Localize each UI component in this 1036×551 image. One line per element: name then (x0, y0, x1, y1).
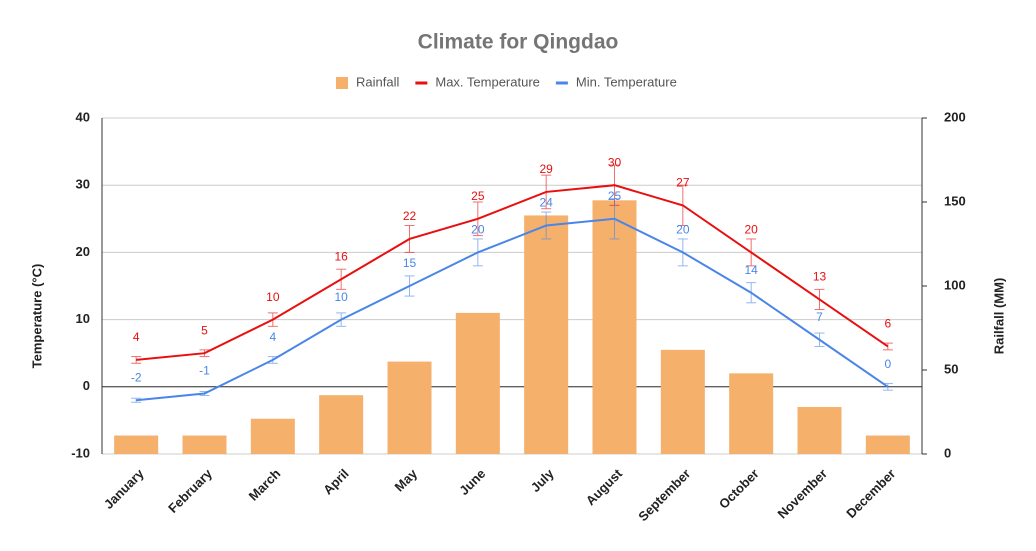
x-tick-label: January (101, 465, 147, 511)
error-bar (336, 268, 347, 290)
chart-title: Climate for Qingdao (418, 31, 619, 54)
data-label: -2 (131, 370, 142, 384)
x-tick-label: October (716, 466, 762, 512)
error-bar (746, 238, 757, 267)
bar (660, 349, 705, 454)
x-tick-label: April (320, 466, 352, 498)
data-label: 24 (539, 196, 553, 210)
error-bar (541, 174, 552, 210)
error-bar (882, 382, 893, 391)
x-tick-label: November (774, 466, 830, 522)
bar (250, 418, 295, 454)
data-label: 20 (471, 223, 485, 237)
data-label: 29 (539, 162, 553, 176)
y2-tick-label: 200 (944, 109, 966, 124)
error-bar (404, 225, 415, 253)
legend-label: Min. Temperature (576, 74, 677, 89)
y-tick-label: -10 (71, 445, 90, 460)
error-bar (267, 356, 278, 364)
bar (114, 435, 159, 454)
x-tick-label: December (843, 466, 898, 521)
error-bar (541, 211, 552, 240)
bar (524, 215, 569, 454)
error-bar (131, 397, 142, 403)
line (136, 184, 889, 361)
data-label: 15 (403, 256, 417, 270)
error-bar (677, 238, 688, 267)
y2-tick-label: 150 (944, 193, 966, 208)
data-label: -1 (199, 364, 210, 378)
y2-axis-label: Railfall (MM) (991, 278, 1006, 355)
x-tick-label: March (246, 466, 284, 504)
x-tick-label: June (456, 466, 488, 498)
error-bar (882, 342, 893, 351)
data-label: 22 (403, 209, 417, 223)
bar (319, 395, 364, 454)
data-label: 16 (334, 249, 348, 263)
bar (729, 373, 774, 454)
data-label: 0 (884, 357, 891, 371)
error-bar (814, 288, 825, 311)
error-bar (131, 356, 142, 364)
error-bar (404, 275, 415, 297)
bar (865, 435, 910, 454)
data-label: 30 (608, 155, 622, 169)
error-bar (199, 349, 210, 358)
error-bar (746, 282, 757, 304)
data-label: 10 (334, 290, 348, 304)
data-label: 6 (884, 317, 891, 331)
y-tick-label: 0 (83, 378, 90, 393)
x-tick-label: July (528, 465, 558, 495)
data-label: 4 (269, 330, 276, 344)
bar (387, 361, 432, 454)
error-bar (267, 312, 278, 327)
error-bar (677, 184, 688, 227)
x-tick-label: May (392, 465, 421, 494)
data-label: 20 (744, 223, 758, 237)
error-bar (814, 332, 825, 347)
y-tick-label: 30 (76, 177, 90, 192)
bar (797, 406, 842, 454)
bar (182, 435, 227, 454)
error-bar (472, 201, 483, 237)
data-label: 25 (608, 189, 622, 203)
data-label: 10 (266, 290, 280, 304)
data-label: 20 (676, 223, 690, 237)
error-bar (609, 198, 620, 240)
data-label: 4 (133, 330, 140, 344)
y2-tick-label: 100 (944, 277, 966, 292)
data-label: 7 (816, 310, 823, 324)
x-tick-label: September (635, 466, 693, 524)
y-axis-label: Temperature (°C) (29, 264, 44, 369)
data-label: 13 (813, 270, 827, 284)
data-label: 5 (201, 323, 208, 337)
y-tick-label: 10 (76, 311, 90, 326)
y-tick-label: 40 (76, 109, 90, 124)
error-bar (199, 391, 210, 397)
x-tick-label: February (165, 465, 215, 515)
data-label: 27 (676, 176, 690, 190)
bar (455, 312, 500, 454)
y-tick-label: 20 (76, 244, 90, 259)
error-bar (472, 238, 483, 267)
legend-label: Rainfall (356, 74, 399, 89)
line (136, 217, 889, 402)
y2-tick-label: 50 (944, 361, 958, 376)
data-label: 14 (744, 263, 758, 277)
bar (592, 200, 637, 454)
legend-swatch (336, 77, 348, 89)
error-bar (336, 312, 347, 327)
data-label: 25 (471, 189, 485, 203)
y2-tick-label: 0 (944, 445, 951, 460)
x-tick-label: August (583, 465, 626, 508)
legend-label: Max. Temperature (435, 74, 540, 89)
